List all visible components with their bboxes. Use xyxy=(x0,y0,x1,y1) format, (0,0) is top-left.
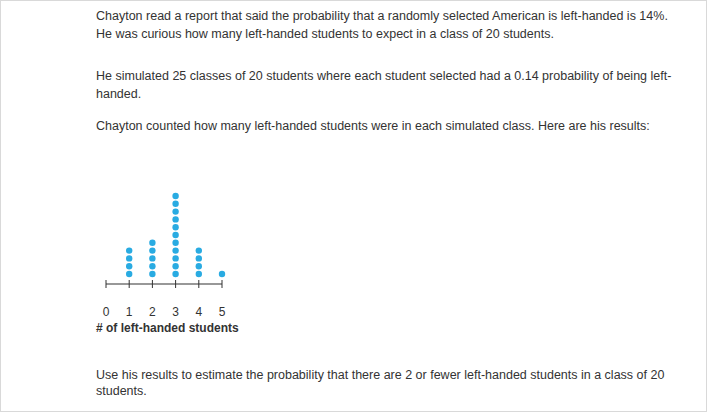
dot xyxy=(196,255,202,261)
question-line: Use his results to estimate the probabil… xyxy=(96,368,664,382)
dot xyxy=(126,255,132,261)
dot xyxy=(172,232,178,238)
dot-column xyxy=(126,247,132,277)
x-tick xyxy=(129,280,130,288)
dot xyxy=(172,216,178,222)
dot-column xyxy=(196,247,202,277)
dot xyxy=(126,263,132,269)
dot xyxy=(172,208,178,214)
x-tick-label: 5 xyxy=(219,305,226,319)
dot xyxy=(126,271,132,277)
dot xyxy=(149,240,155,246)
x-axis-label: # of left-handed students xyxy=(96,321,239,335)
dot xyxy=(219,271,225,277)
dot xyxy=(172,247,178,253)
paragraph-line: He was curious how many left-handed stud… xyxy=(96,27,554,41)
dot xyxy=(126,247,132,253)
dot-column xyxy=(149,240,155,278)
dot-column xyxy=(219,271,225,277)
x-tick-label: 2 xyxy=(149,305,156,319)
question-line: students. xyxy=(96,384,147,398)
x-tick xyxy=(198,280,199,288)
dot xyxy=(172,201,178,207)
dot xyxy=(172,263,178,269)
page: Chayton read a report that said the prob… xyxy=(0,0,707,412)
frame xyxy=(1,1,707,412)
dot xyxy=(196,271,202,277)
paragraph-line: handed. xyxy=(96,87,141,101)
x-tick-label: 4 xyxy=(195,305,202,319)
dot xyxy=(172,240,178,246)
x-tick xyxy=(175,280,176,288)
x-tick-label: 1 xyxy=(126,305,133,319)
paragraph-line: He simulated 25 classes of 20 students w… xyxy=(96,69,671,83)
dot xyxy=(172,271,178,277)
dot xyxy=(149,263,155,269)
dot xyxy=(172,255,178,261)
x-tick-label: 3 xyxy=(172,305,179,319)
x-tick xyxy=(152,280,153,288)
x-axis xyxy=(106,283,222,284)
dot xyxy=(149,271,155,277)
dot xyxy=(149,247,155,253)
dot xyxy=(196,263,202,269)
x-tick-label: 0 xyxy=(103,305,110,319)
dot xyxy=(196,247,202,253)
paragraph-line: Chayton counted how many left-handed stu… xyxy=(96,119,650,133)
x-tick xyxy=(222,280,223,288)
x-tick xyxy=(106,280,107,288)
paragraph-line: Chayton read a report that said the prob… xyxy=(96,9,668,23)
dot xyxy=(172,193,178,199)
dot xyxy=(149,255,155,261)
dot xyxy=(172,224,178,230)
dot-column xyxy=(172,193,178,277)
